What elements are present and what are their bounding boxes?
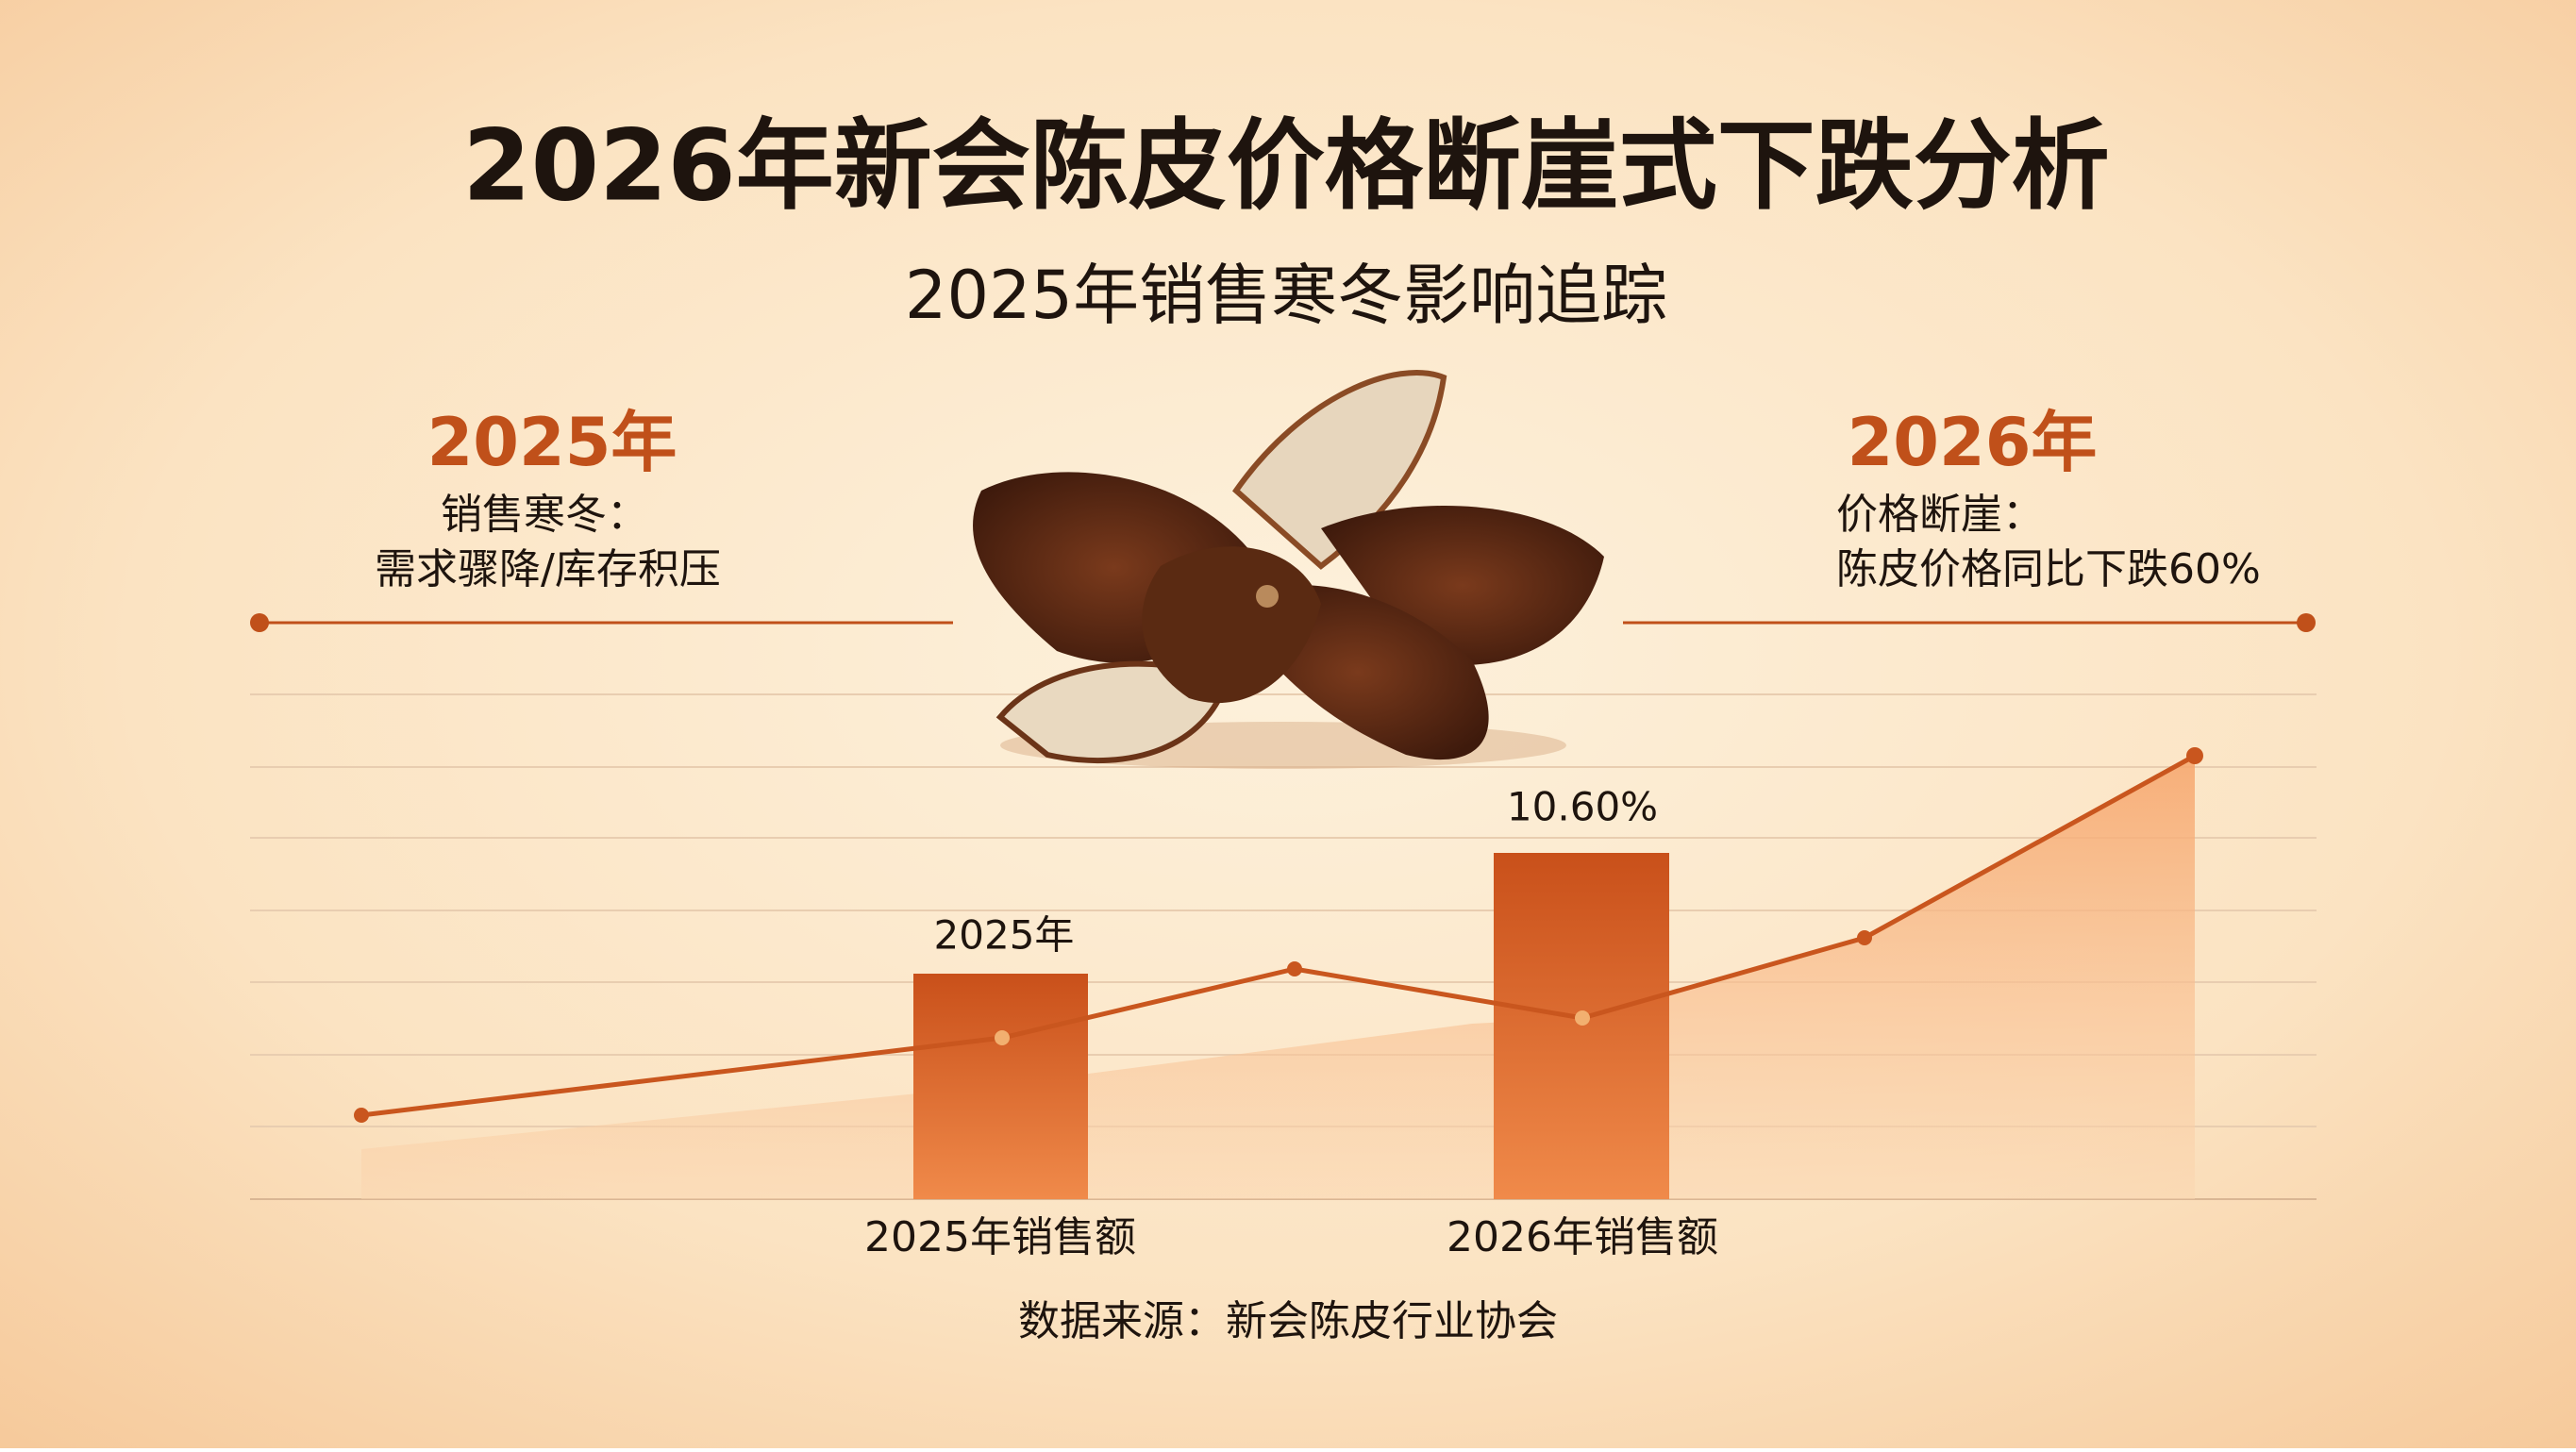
title: 2026年新会陈皮价格断崖式下跌分析 xyxy=(462,108,2109,223)
right-line2: 陈皮价格同比下跌60% xyxy=(1836,545,2261,593)
left-line2: 需求骤降/库存积压 xyxy=(375,545,721,593)
trend-line xyxy=(360,753,2197,1118)
bar-label: 10.60% xyxy=(1507,784,1658,830)
right-dot xyxy=(2297,613,2316,632)
right-line1: 价格断崖： xyxy=(1836,491,2044,539)
bar-label: 2025年 xyxy=(934,912,1075,959)
left-dot xyxy=(250,613,269,632)
left-year: 2025年 xyxy=(427,404,677,481)
category-label: 2025年销售额 xyxy=(864,1213,1136,1261)
bar xyxy=(913,974,1088,1199)
area xyxy=(361,756,2195,1199)
category-label: 2026年销售额 xyxy=(1447,1213,1718,1261)
left-line1: 销售寒冬： xyxy=(441,491,648,539)
trend-points xyxy=(354,747,2203,1123)
right-year: 2026年 xyxy=(1848,404,2098,481)
bar xyxy=(1494,853,1669,1199)
peel-illustration xyxy=(973,370,1604,769)
source: 数据来源：新会陈皮行业协会 xyxy=(1018,1297,1558,1345)
subtitle: 2025年销售寒冬影响追踪 xyxy=(905,257,1667,334)
